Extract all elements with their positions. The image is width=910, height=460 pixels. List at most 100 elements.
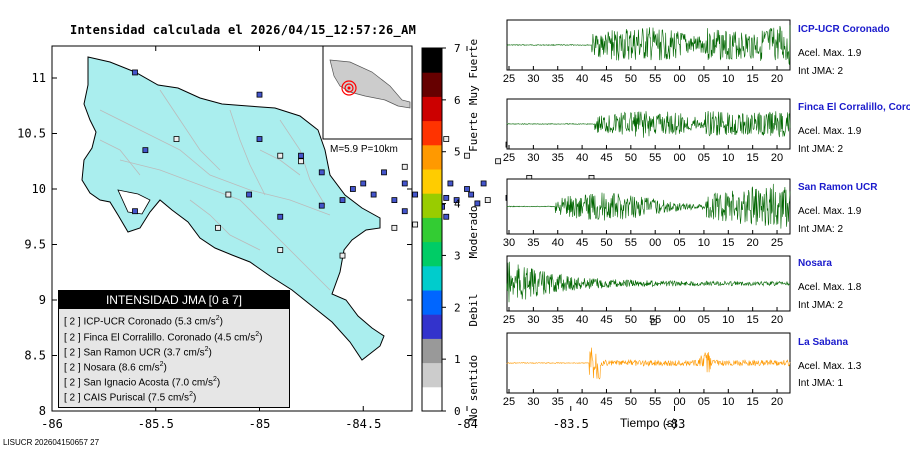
time-tick-label: 15 — [747, 73, 759, 85]
time-tick-label: 00 — [673, 314, 685, 326]
legend-unit-exp: 2 — [213, 376, 217, 383]
station-accel: Acel. Max. 1.9 — [798, 126, 862, 137]
time-tick-label: 30 — [527, 396, 539, 408]
scale-cell — [422, 72, 442, 97]
time-tick-label: 30 — [527, 152, 539, 164]
legend-station: Finca El Corralillo. Coronado — [83, 332, 212, 344]
time-tick-label: 25 — [771, 237, 783, 249]
legend-accel: (5.3 cm/s — [174, 316, 216, 328]
time-tick-label: 55 — [649, 152, 661, 164]
scale-cell — [422, 48, 442, 73]
station-marker — [464, 152, 470, 159]
scale-tick-label: 3 — [454, 249, 461, 262]
legend-unit-exp: 2 — [204, 346, 209, 353]
legend-paren: ) — [259, 332, 263, 344]
time-tick-label: 25 — [503, 152, 515, 164]
time-tick-label: 10 — [722, 396, 734, 408]
scale-category-label: Moderado — [467, 206, 480, 259]
time-tick-label: 00 — [673, 152, 685, 164]
legend-title: INTENSIDAD JMA [0 a 7] — [59, 291, 289, 309]
legend-intensity: [ 2 ] — [64, 362, 81, 374]
gulf-nicoya — [117, 189, 151, 215]
waveform-trace — [506, 183, 791, 229]
map-roads — [99, 89, 331, 291]
scale-cell — [422, 362, 442, 388]
time-tick-label: 15 — [747, 152, 759, 164]
waveform-panel: 30 35 40 45 50 55 00 05 10 15 20 25 — [503, 178, 791, 249]
legend-paren: ) — [163, 362, 167, 374]
legend-station: ICP-UCR Coronado — [83, 316, 172, 328]
legend-paren: ) — [219, 316, 223, 328]
station-marker — [277, 247, 284, 253]
time-tick-label: 15 — [747, 396, 759, 408]
station-marker — [318, 169, 325, 176]
station-name: Nosara — [798, 258, 832, 269]
scale-tick-label: 2 — [454, 301, 461, 314]
time-tick-label: 35 — [552, 314, 564, 326]
legend-unit-exp: 2 — [189, 391, 193, 398]
legend-station: San Ramon UCR — [83, 347, 161, 359]
station-marker — [246, 191, 253, 198]
station-marker — [480, 180, 487, 187]
station-marker — [132, 208, 138, 215]
time-tick-label: 40 — [576, 73, 588, 85]
legend-accel: (8.6 cm/s — [118, 362, 160, 374]
waveform-trace — [506, 25, 791, 65]
time-tick-label: 35 — [552, 73, 564, 85]
time-tick-label: 25 — [503, 73, 515, 85]
legend-intensity: [ 2 ] — [64, 347, 81, 359]
legend-accel: (3.7 cm/s — [163, 347, 205, 359]
time-tick-label: 00 — [673, 73, 685, 85]
time-tick-label: 35 — [527, 237, 539, 249]
scale-cell — [422, 386, 442, 412]
scale-tick-label: 6 — [454, 94, 461, 107]
scale-cell — [422, 241, 442, 267]
station-name: San Ramon UCR — [798, 182, 878, 193]
time-tick-label: 45 — [576, 237, 588, 249]
scale-cell — [422, 290, 442, 315]
time-tick-label: 55 — [649, 73, 661, 85]
y-tick-label: 9.5 — [24, 238, 46, 252]
station-accel: Acel. Max. 1.8 — [798, 282, 862, 293]
station-marker — [256, 91, 263, 98]
time-tick-label: 55 — [649, 396, 661, 408]
legend-unit-exp: 2 — [255, 331, 260, 338]
time-tick-label: 20 — [771, 396, 783, 408]
time-tick-label: 15 — [747, 314, 759, 326]
time-tick-label: 20 — [771, 314, 783, 326]
waveform-panel: 25 30 35 40 45 50 55 00 05 10 15 20 — [503, 255, 791, 326]
time-tick-label: 05 — [673, 237, 685, 249]
scale-category-label: No sentido — [467, 355, 480, 421]
station-marker — [298, 152, 304, 159]
station-marker — [468, 191, 475, 198]
y-tick-label: 11 — [32, 71, 46, 85]
time-tick-label: 40 — [576, 314, 588, 326]
time-tick-label: 25 — [503, 396, 515, 408]
station-name: ICP-UCR Coronado — [798, 24, 890, 35]
station-legend: INTENSIDAD JMA [0 a 7] [ 2 ] ICP-UCR Cor… — [58, 290, 290, 408]
scale-frame — [421, 47, 443, 412]
time-tick-label: 35 — [552, 396, 564, 408]
time-tick-label: 05 — [698, 314, 710, 326]
y-tick-label: 10.5 — [17, 127, 46, 141]
time-tick-label: 00 — [649, 237, 661, 249]
waveform-trace — [506, 347, 791, 380]
legend-accel: (7.5 cm/s — [147, 392, 190, 404]
time-tick-label: 50 — [625, 152, 637, 164]
scale-cell — [422, 144, 442, 170]
station-marker — [443, 136, 450, 142]
scale-tick-label: 7 — [454, 42, 461, 55]
station-marker — [349, 186, 356, 192]
station-marker — [318, 202, 325, 209]
legend-row: [ 2 ] Finca El Corralillo. Coronado (4.5… — [64, 331, 262, 343]
map-title: Intensidad calculada el 2026/04/15_12:57… — [70, 23, 417, 37]
time-tick-label: 45 — [600, 152, 612, 164]
station-jma: Int JMA: 2 — [798, 224, 844, 235]
legend-station: CAIS Puriscal — [83, 392, 146, 404]
map-x-axis: -86 -85.5 -85 -84.5 -84 -83.5 -83 — [41, 46, 685, 431]
station-marker — [453, 197, 460, 204]
station-marker — [412, 191, 419, 198]
x-tick-label: -83.5 — [553, 417, 589, 431]
